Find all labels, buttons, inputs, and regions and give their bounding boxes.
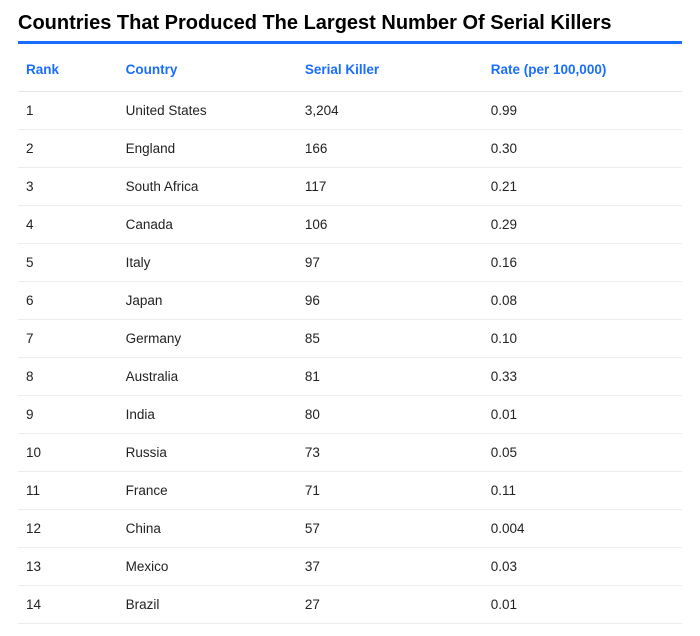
- table-row: 10Russia730.05: [18, 434, 682, 472]
- table-cell: 0.10: [483, 320, 682, 358]
- table-cell: Canada: [118, 206, 297, 244]
- table-row: 9India800.01: [18, 396, 682, 434]
- table-cell: 106: [297, 206, 483, 244]
- table-cell: England: [118, 130, 297, 168]
- table-header-row: Rank Country Serial Killer Rate (per 100…: [18, 48, 682, 92]
- table-cell: 0.004: [483, 510, 682, 548]
- table-row: 5Italy970.16: [18, 244, 682, 282]
- table-row: 11France710.11: [18, 472, 682, 510]
- table-cell: 0.29: [483, 206, 682, 244]
- table-cell: China: [118, 510, 297, 548]
- table-cell: 7: [18, 320, 118, 358]
- col-header-rate: Rate (per 100,000): [483, 48, 682, 92]
- table-row: 3South Africa1170.21: [18, 168, 682, 206]
- table-row: 2England1660.30: [18, 130, 682, 168]
- table-cell: 10: [18, 434, 118, 472]
- table-cell: South Africa: [118, 168, 297, 206]
- table-cell: 117: [297, 168, 483, 206]
- table-row: 8Australia810.33: [18, 358, 682, 396]
- table-cell: Japan: [118, 282, 297, 320]
- table-body: 1United States3,2040.992England1660.303S…: [18, 92, 682, 624]
- col-header-rank: Rank: [18, 48, 118, 92]
- table-row: 7Germany850.10: [18, 320, 682, 358]
- table-cell: 0.03: [483, 548, 682, 586]
- table-cell: 0.21: [483, 168, 682, 206]
- table-row: 13Mexico370.03: [18, 548, 682, 586]
- table-cell: 12: [18, 510, 118, 548]
- table-cell: 166: [297, 130, 483, 168]
- table-cell: 0.16: [483, 244, 682, 282]
- table-title: Countries That Produced The Largest Numb…: [18, 12, 682, 41]
- table-cell: 0.08: [483, 282, 682, 320]
- table-cell: 81: [297, 358, 483, 396]
- table-cell: Mexico: [118, 548, 297, 586]
- table-cell: 0.01: [483, 396, 682, 434]
- table-cell: 4: [18, 206, 118, 244]
- table-cell: Australia: [118, 358, 297, 396]
- table-cell: France: [118, 472, 297, 510]
- table-cell: 3,204: [297, 92, 483, 130]
- table-cell: 3: [18, 168, 118, 206]
- table-cell: 0.99: [483, 92, 682, 130]
- table-cell: Italy: [118, 244, 297, 282]
- table-cell: 5: [18, 244, 118, 282]
- table-cell: 97: [297, 244, 483, 282]
- table-cell: 8: [18, 358, 118, 396]
- table-cell: 37: [297, 548, 483, 586]
- table-cell: 80: [297, 396, 483, 434]
- table-row: 12China570.004: [18, 510, 682, 548]
- table-cell: 85: [297, 320, 483, 358]
- table-cell: 2: [18, 130, 118, 168]
- table-row: 4Canada1060.29: [18, 206, 682, 244]
- table-cell: 0.11: [483, 472, 682, 510]
- table-cell: 57: [297, 510, 483, 548]
- table-cell: 0.30: [483, 130, 682, 168]
- table-cell: 0.05: [483, 434, 682, 472]
- table-cell: 73: [297, 434, 483, 472]
- table-cell: Germany: [118, 320, 297, 358]
- table-cell: 13: [18, 548, 118, 586]
- table-cell: 1: [18, 92, 118, 130]
- title-divider: [18, 41, 682, 44]
- table-cell: India: [118, 396, 297, 434]
- table-cell: 9: [18, 396, 118, 434]
- col-header-count: Serial Killer: [297, 48, 483, 92]
- table-cell: United States: [118, 92, 297, 130]
- table-cell: 0.33: [483, 358, 682, 396]
- table-row: 1United States3,2040.99: [18, 92, 682, 130]
- table-cell: 11: [18, 472, 118, 510]
- table-row: 6Japan960.08: [18, 282, 682, 320]
- table-cell: 71: [297, 472, 483, 510]
- col-header-country: Country: [118, 48, 297, 92]
- serial-killers-table: Rank Country Serial Killer Rate (per 100…: [18, 48, 682, 624]
- table-cell: Russia: [118, 434, 297, 472]
- table-cell: 96: [297, 282, 483, 320]
- table-cell: 6: [18, 282, 118, 320]
